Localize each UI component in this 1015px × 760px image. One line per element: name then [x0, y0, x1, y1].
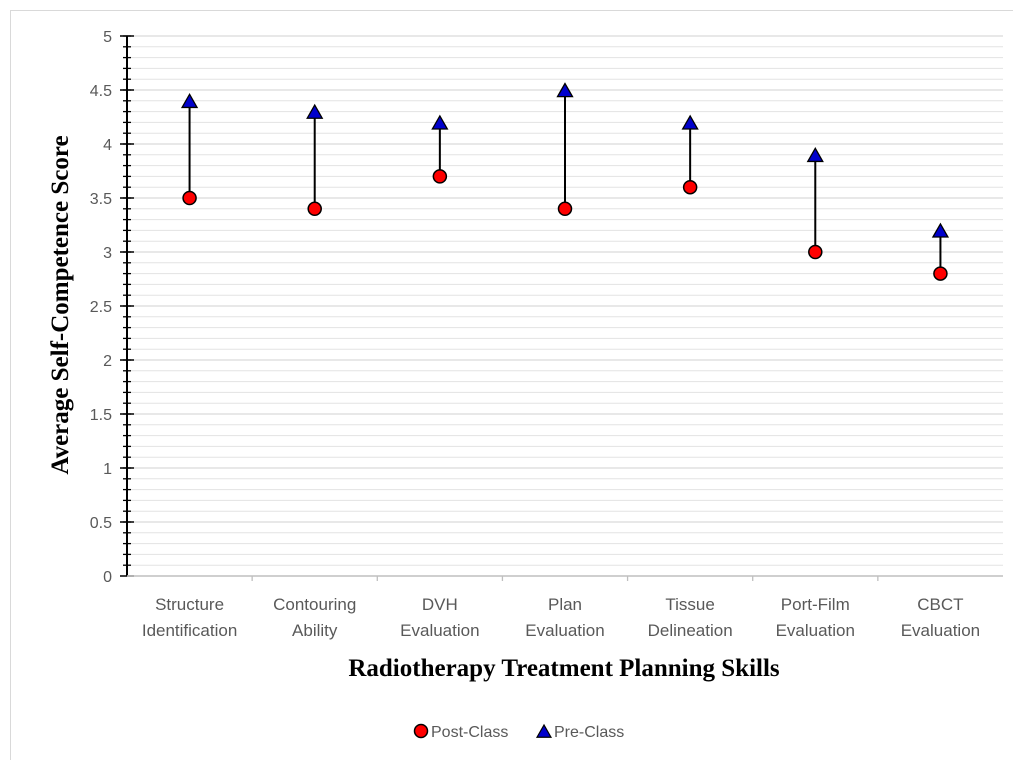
post-class-point — [432, 169, 448, 184]
legend-pre-class-label: Pre-Class — [554, 724, 624, 741]
x-tick-label-line: Evaluation — [525, 621, 604, 640]
pre-class-point — [931, 222, 950, 238]
legend: Post-Class Pre-Class — [413, 723, 624, 741]
x-tick-label-line: Tissue — [665, 595, 714, 614]
pre-class-point — [806, 146, 824, 163]
y-axis-title: Average Self-Competence Score — [47, 135, 74, 474]
x-tick-label-line: Port-Film — [781, 595, 850, 614]
x-tick-label-line: Plan — [548, 595, 582, 614]
x-tick-label-line: Evaluation — [901, 621, 980, 640]
post-class-point — [682, 179, 698, 195]
data-markers — [180, 82, 950, 281]
y-tick-label: 3.5 — [90, 191, 112, 208]
x-tick-label-line: Identification — [142, 621, 237, 640]
x-axis-title: Radiotherapy Treatment Planning Skills — [348, 655, 780, 682]
chart-frame — [10, 10, 1013, 760]
x-tick-label-line: DVH — [422, 595, 458, 614]
x-tick-label: CBCT Evaluation — [901, 595, 980, 640]
x-tick-label: Structure Identification — [142, 595, 237, 640]
x-tick-label: Plan Evaluation — [525, 595, 604, 640]
post-class-point — [808, 244, 823, 260]
pre-class-point — [306, 103, 324, 119]
post-class-point — [307, 201, 322, 217]
x-axis: Structure Identification Contouring Ability… — [127, 575, 1003, 640]
x-tick-label-line: Contouring — [273, 595, 356, 614]
y-tick-label: 4.5 — [90, 83, 112, 100]
range-connectors — [188, 96, 942, 274]
y-tick-label: 4 — [103, 137, 112, 154]
x-tick-label-line: Ability — [292, 621, 338, 640]
x-tick-label-line: Evaluation — [400, 621, 479, 640]
x-tick-label-line: CBCT — [917, 595, 963, 614]
pre-class-point — [180, 92, 199, 109]
y-tick-label: 2.5 — [90, 299, 112, 316]
x-tick-label: Tissue Delineation — [648, 595, 733, 640]
x-tick-label: DVH Evaluation — [400, 595, 479, 640]
legend-post-class-label: Post-Class — [431, 724, 508, 741]
x-tick-label-line: Evaluation — [776, 621, 855, 640]
y-tick-label: 5 — [103, 29, 112, 46]
legend-post-class-marker — [413, 723, 429, 739]
y-tick-label: 2 — [103, 353, 112, 370]
post-class-point — [557, 201, 573, 217]
y-tick-label: 0.5 — [90, 515, 112, 532]
legend-pre-class-marker — [535, 723, 553, 738]
y-tick-label: 1.5 — [90, 407, 112, 424]
pre-class-point — [431, 114, 449, 130]
y-tick-label: 3 — [103, 245, 112, 262]
x-tick-label-line: Delineation — [648, 621, 733, 640]
pre-class-point — [556, 82, 574, 98]
pre-class-point — [681, 114, 699, 130]
x-tick-label: Port-Film Evaluation — [776, 595, 855, 640]
y-axis: 0 0.5 1 1.5 2 2.5 3 3.5 4 4.5 5 — [90, 29, 134, 586]
post-class-point — [182, 190, 197, 206]
y-tick-label: 1 — [103, 461, 112, 478]
x-tick-label-line: Structure — [155, 595, 224, 614]
y-tick-label: 0 — [103, 569, 112, 586]
x-tick-label: Contouring Ability — [273, 595, 356, 640]
post-class-point — [933, 266, 948, 281]
